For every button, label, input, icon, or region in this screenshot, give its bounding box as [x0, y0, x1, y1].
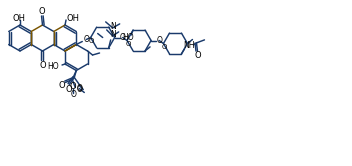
Text: O: O [59, 81, 65, 90]
Text: HO: HO [122, 33, 134, 42]
Text: O: O [120, 33, 126, 42]
Text: OH: OH [13, 13, 25, 23]
Text: O: O [76, 85, 82, 94]
Text: O: O [66, 85, 73, 94]
Text: NH: NH [184, 41, 195, 50]
Text: N: N [110, 30, 115, 39]
Text: O: O [70, 82, 77, 91]
Text: N: N [110, 22, 115, 31]
Text: O: O [39, 60, 46, 70]
Text: O: O [83, 35, 89, 44]
Text: HO: HO [48, 61, 59, 71]
Text: O: O [162, 44, 167, 50]
Text: O: O [89, 38, 94, 44]
Text: O: O [38, 6, 45, 15]
Text: O: O [76, 84, 82, 93]
Text: O: O [194, 51, 201, 60]
Text: O: O [125, 41, 131, 47]
Text: OH: OH [66, 13, 79, 23]
Text: O: O [156, 36, 162, 45]
Text: O: O [70, 90, 76, 99]
